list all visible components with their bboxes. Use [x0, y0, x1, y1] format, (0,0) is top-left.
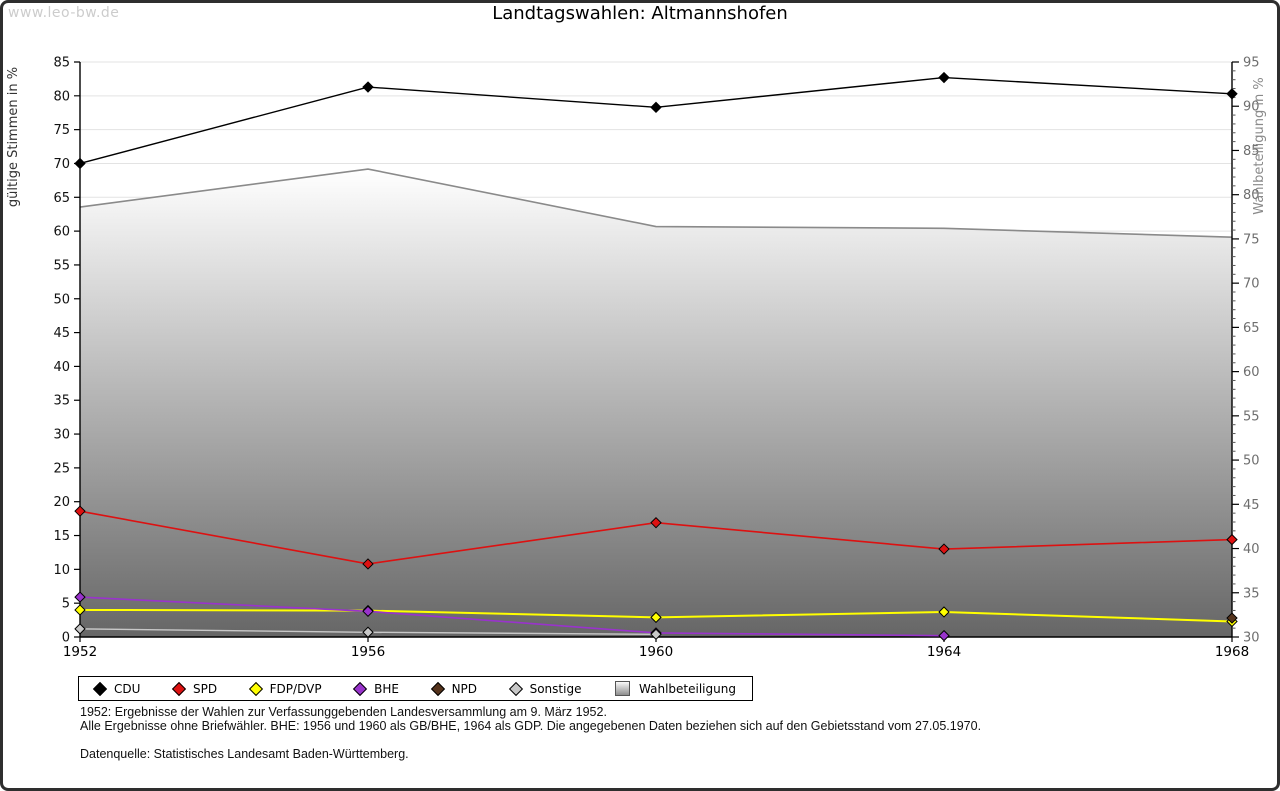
legend-marker-cdu-icon: [92, 681, 108, 696]
legend-marker-bhe-icon: [353, 681, 368, 696]
svg-text:20: 20: [53, 495, 70, 510]
svg-text:75: 75: [1243, 232, 1260, 247]
svg-text:70: 70: [53, 157, 70, 172]
svg-text:50: 50: [1243, 454, 1260, 469]
svg-text:80: 80: [1243, 188, 1260, 203]
legend-marker-npd-icon: [430, 681, 445, 696]
svg-text:30: 30: [1243, 631, 1260, 646]
footnote-line-2: Alle Ergebnisse ohne Briefwähler. BHE: 1…: [80, 719, 982, 733]
svg-text:1956: 1956: [351, 644, 385, 660]
svg-text:35: 35: [53, 394, 70, 409]
svg-text:60: 60: [1243, 365, 1260, 380]
svg-text:45: 45: [1243, 498, 1260, 513]
legend-item-wahlbeteiligung: Wahlbeteiligung: [615, 681, 736, 696]
svg-text:55: 55: [1243, 409, 1260, 424]
svg-text:5: 5: [62, 597, 70, 612]
legend-item-spd: SPD: [171, 681, 218, 696]
svg-text:15: 15: [53, 529, 70, 544]
legend-item-cdu: CDU: [92, 681, 141, 696]
svg-text:10: 10: [53, 563, 70, 578]
legend-item-bhe: BHE: [353, 681, 399, 696]
svg-text:1964: 1964: [927, 644, 961, 660]
legend-label-cdu: CDU: [114, 681, 141, 696]
svg-text:30: 30: [53, 428, 70, 443]
legend-marker-sonstige-icon: [508, 681, 523, 696]
svg-text:0: 0: [62, 631, 70, 646]
svg-text:35: 35: [1243, 586, 1260, 601]
legend-marker-fdp-dvp-icon: [248, 681, 263, 696]
svg-text:1960: 1960: [639, 644, 673, 660]
svg-text:45: 45: [53, 326, 70, 341]
svg-text:90: 90: [1243, 100, 1260, 115]
svg-text:55: 55: [53, 258, 70, 273]
legend-item-fdp-dvp: FDP/DVP: [248, 681, 322, 696]
svg-text:Wahlbeteiligung in %: Wahlbeteiligung in %: [1252, 77, 1267, 214]
svg-text:80: 80: [53, 89, 70, 104]
svg-text:65: 65: [1243, 321, 1260, 336]
legend-marker-wahlbeteiligung-icon: [615, 681, 631, 696]
legend-label-bhe: BHE: [374, 681, 399, 696]
svg-text:1952: 1952: [63, 644, 97, 660]
svg-text:50: 50: [53, 292, 70, 307]
footnote-line-1: 1952: Ergebnisse der Wahlen zur Verfassu…: [80, 705, 607, 719]
legend-label-wahlbeteiligung: Wahlbeteiligung: [639, 681, 736, 696]
svg-text:gültige Stimmen in %: gültige Stimmen in %: [6, 67, 21, 207]
svg-text:40: 40: [53, 360, 70, 375]
svg-text:85: 85: [1243, 144, 1260, 159]
svg-text:95: 95: [1243, 56, 1260, 71]
chart-title: Landtagswahlen: Altmannshofen: [492, 3, 788, 24]
legend-marker-spd-icon: [171, 681, 187, 696]
svg-text:40: 40: [1243, 542, 1260, 557]
svg-text:70: 70: [1243, 277, 1260, 292]
svg-text:25: 25: [53, 461, 70, 476]
svg-text:65: 65: [53, 191, 70, 206]
svg-text:85: 85: [53, 56, 70, 71]
legend-label-sonstige: Sonstige: [529, 681, 582, 696]
legend-item-sonstige: Sonstige: [508, 681, 582, 696]
svg-text:60: 60: [53, 225, 70, 240]
watermark: www.leo-bw.de: [8, 5, 120, 21]
svg-text:1968: 1968: [1215, 644, 1249, 660]
legend-label-spd: SPD: [192, 681, 218, 696]
legend-label-fdp-dvp: FDP/DVP: [269, 681, 322, 696]
legend-label-npd: NPD: [451, 681, 478, 696]
chart-canvas: 0 5 10 15 20 25 30 35 40 45 50 55 60 65 70 75 80 85 30 35 40…: [6, 56, 1267, 661]
legend-item-npd: NPD: [430, 681, 478, 696]
legend: CDU SPD FDP/DVP BHE NPD Sonstige Wahlbeteiligu…: [78, 676, 753, 701]
svg-text:75: 75: [53, 123, 70, 138]
data-source: Datenquelle: Statistisches Landesamt Bad…: [80, 747, 409, 761]
